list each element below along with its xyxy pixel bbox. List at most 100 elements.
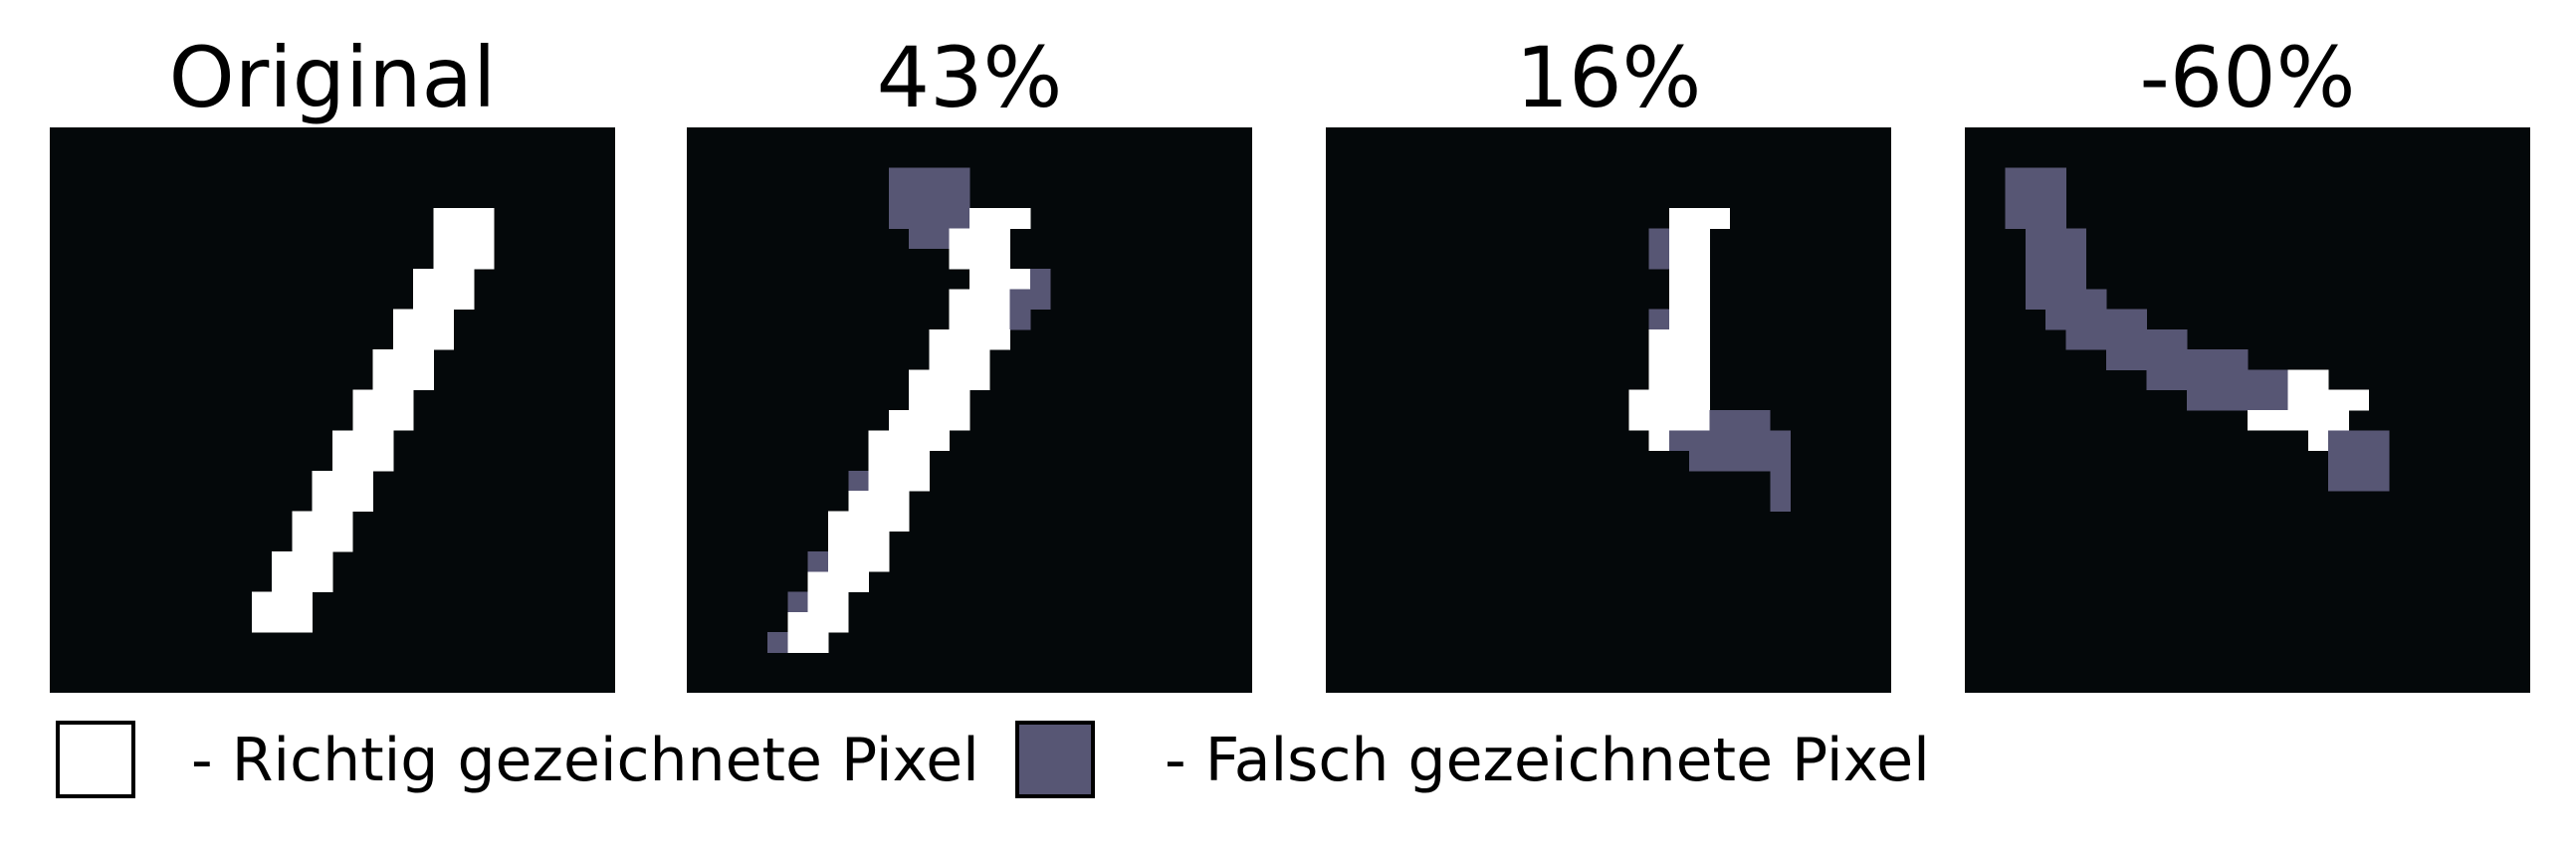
correct-pixel: [828, 511, 849, 533]
panel-title-43: 43%: [876, 29, 1063, 126]
correct-pixel: [909, 450, 930, 472]
correct-pixel: [828, 551, 849, 572]
correct-pixel: [413, 369, 434, 391]
correct-pixel: [949, 289, 970, 310]
wrong-pixel: [949, 167, 970, 189]
wrong-pixel: [2106, 328, 2127, 350]
wrong-pixel: [888, 167, 910, 189]
wrong-pixel: [787, 591, 809, 613]
correct-pixel: [1689, 328, 1710, 350]
correct-pixel: [2307, 430, 2329, 451]
pixel-grid: [1326, 127, 1891, 693]
correct-pixel: [292, 611, 314, 633]
wrong-pixel: [2005, 167, 2027, 189]
correct-pixel: [929, 369, 951, 391]
correct-pixel: [352, 491, 373, 512]
wrong-pixel: [2267, 389, 2288, 411]
wrong-pixel: [1689, 430, 1710, 451]
wrong-pixel: [2146, 328, 2168, 350]
wrong-pixel: [2126, 349, 2147, 370]
correct-pixel: [949, 328, 970, 350]
correct-pixel: [969, 208, 990, 229]
correct-pixel: [474, 248, 495, 270]
wrong-pixel: [2106, 309, 2127, 330]
correct-pixel: [1668, 208, 1690, 229]
wrong-pixel: [1750, 430, 1771, 451]
correct-pixel: [312, 511, 333, 533]
wrong-pixel: [2025, 187, 2046, 209]
correct-pixel: [413, 269, 434, 290]
wrong-pixel: [888, 208, 910, 229]
wrong-pixel: [1709, 430, 1731, 451]
correct-pixel: [949, 389, 970, 411]
correct-pixel: [989, 228, 1010, 250]
wrong-pixel: [1750, 450, 1771, 472]
correct-pixel: [1009, 269, 1031, 290]
wrong-pixel: [2348, 430, 2370, 451]
correct-pixel: [332, 430, 353, 451]
wrong-pixel: [1729, 410, 1751, 431]
correct-pixel: [868, 551, 890, 572]
wrong-pixel: [2207, 369, 2229, 391]
correct-pixel: [392, 369, 414, 391]
correct-pixel: [929, 349, 951, 370]
correct-pixel: [413, 328, 434, 350]
correct-pixel: [1668, 248, 1690, 270]
wrong-pixel: [2368, 450, 2390, 472]
correct-pixel: [1628, 389, 1649, 411]
correct-pixel: [969, 228, 990, 250]
wrong-pixel: [2045, 187, 2066, 209]
wrong-pixel: [2328, 430, 2349, 451]
correct-pixel: [372, 389, 394, 411]
correct-pixel: [969, 369, 990, 391]
wrong-pixel: [2065, 309, 2087, 330]
correct-pixel: [312, 531, 333, 552]
wrong-pixel: [2065, 228, 2087, 250]
correct-pixel: [413, 349, 434, 370]
correct-pixel: [848, 491, 869, 512]
correct-pixel: [909, 389, 930, 411]
correct-pixel: [392, 389, 414, 411]
panel-43: [687, 127, 1252, 693]
wrong-pixel: [2025, 208, 2046, 229]
wrong-pixel: [2166, 349, 2188, 370]
correct-pixel: [272, 611, 293, 633]
correct-pixel: [332, 531, 353, 552]
wrong-pixel: [1648, 248, 1670, 270]
correct-pixel: [989, 248, 1010, 270]
correct-pixel: [969, 349, 990, 370]
correct-pixel: [1648, 328, 1670, 350]
wrong-pixel: [848, 470, 869, 492]
wrong-pixel: [1648, 228, 1670, 250]
wrong-pixel: [2025, 248, 2046, 270]
correct-pixel: [292, 511, 314, 533]
correct-pixel: [372, 430, 394, 451]
wrong-pixel: [2005, 187, 2027, 209]
correct-pixel: [807, 611, 829, 633]
wrong-pixel: [2085, 289, 2107, 310]
correct-pixel: [868, 491, 890, 512]
wrong-pixel: [1770, 450, 1791, 472]
correct-pixel: [989, 269, 1010, 290]
correct-pixel: [312, 470, 333, 492]
correct-pixel: [848, 511, 869, 533]
wrong-pixel: [2146, 349, 2168, 370]
wrong-pixel: [2025, 228, 2046, 250]
correct-pixel: [888, 410, 910, 431]
correct-pixel: [1689, 410, 1710, 431]
panel-minus60: [1965, 127, 2530, 693]
correct-pixel: [413, 309, 434, 330]
wrong-pixel: [2348, 470, 2370, 492]
wrong-pixel: [1770, 430, 1791, 451]
correct-pixel: [312, 571, 333, 592]
wrong-pixel: [2025, 167, 2046, 189]
wrong-pixel: [2368, 430, 2390, 451]
correct-pixel: [453, 228, 475, 250]
correct-pixel: [848, 571, 869, 592]
wrong-pixel: [2045, 248, 2066, 270]
wrong-pixel: [929, 187, 951, 209]
correct-pixel: [969, 309, 990, 330]
wrong-pixel: [767, 632, 788, 653]
correct-pixel: [848, 531, 869, 552]
correct-pixel: [433, 248, 455, 270]
